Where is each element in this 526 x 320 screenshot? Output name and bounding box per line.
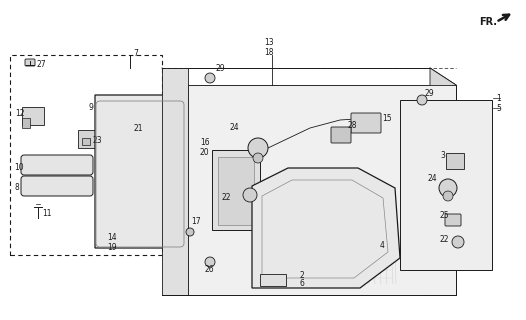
Text: 22: 22 — [440, 236, 450, 244]
FancyBboxPatch shape — [22, 107, 44, 125]
Text: 20: 20 — [200, 148, 210, 156]
Text: 28: 28 — [348, 121, 358, 130]
Text: 19: 19 — [107, 244, 117, 252]
Polygon shape — [212, 150, 260, 230]
Text: 17: 17 — [191, 218, 200, 227]
Polygon shape — [162, 68, 188, 295]
Text: 21: 21 — [133, 124, 143, 132]
Text: 1: 1 — [496, 93, 501, 102]
Text: 29: 29 — [216, 63, 226, 73]
Text: 2: 2 — [300, 270, 305, 279]
Circle shape — [253, 153, 263, 163]
FancyBboxPatch shape — [446, 153, 464, 169]
Text: 4: 4 — [380, 241, 385, 250]
Text: 7: 7 — [133, 49, 138, 58]
Text: 12: 12 — [15, 108, 25, 117]
Circle shape — [439, 179, 457, 197]
Text: 24: 24 — [230, 123, 240, 132]
Circle shape — [96, 106, 104, 114]
Text: 26: 26 — [205, 266, 215, 275]
Text: 25: 25 — [440, 211, 450, 220]
FancyBboxPatch shape — [82, 138, 90, 145]
Text: 29: 29 — [425, 89, 434, 98]
Text: 11: 11 — [42, 209, 52, 218]
Text: 18: 18 — [264, 47, 274, 57]
FancyBboxPatch shape — [21, 176, 93, 196]
Circle shape — [243, 188, 257, 202]
Polygon shape — [400, 100, 492, 270]
FancyBboxPatch shape — [331, 127, 351, 143]
Polygon shape — [252, 168, 400, 288]
FancyBboxPatch shape — [218, 157, 254, 225]
Text: 6: 6 — [300, 279, 305, 289]
Circle shape — [186, 228, 194, 236]
Text: 3: 3 — [440, 150, 445, 159]
FancyBboxPatch shape — [351, 113, 381, 133]
FancyBboxPatch shape — [445, 214, 461, 226]
Circle shape — [205, 73, 215, 83]
Text: FR.: FR. — [479, 17, 497, 27]
Polygon shape — [260, 274, 286, 286]
Text: 9: 9 — [88, 102, 93, 111]
FancyBboxPatch shape — [22, 118, 30, 128]
Text: 5: 5 — [496, 103, 501, 113]
Polygon shape — [188, 85, 456, 295]
Text: 15: 15 — [382, 114, 392, 123]
FancyBboxPatch shape — [119, 117, 141, 133]
FancyBboxPatch shape — [78, 130, 103, 148]
Circle shape — [417, 95, 427, 105]
Text: 13: 13 — [264, 37, 274, 46]
Text: 22: 22 — [222, 193, 231, 202]
Circle shape — [248, 138, 268, 158]
Text: 8: 8 — [14, 182, 19, 191]
Polygon shape — [430, 68, 456, 295]
Circle shape — [130, 123, 138, 131]
Text: 24: 24 — [428, 173, 438, 182]
Text: 23: 23 — [92, 135, 102, 145]
Circle shape — [205, 257, 215, 267]
Text: 16: 16 — [200, 138, 210, 147]
FancyBboxPatch shape — [21, 155, 93, 175]
Polygon shape — [95, 95, 188, 248]
FancyBboxPatch shape — [25, 59, 35, 66]
Circle shape — [443, 191, 453, 201]
Text: 10: 10 — [14, 163, 24, 172]
Circle shape — [452, 236, 464, 248]
Bar — [10, 55, 162, 255]
Text: 14: 14 — [107, 234, 117, 243]
Text: 27: 27 — [36, 60, 46, 68]
